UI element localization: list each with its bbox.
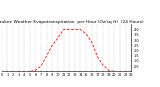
Title: Milwaukee Weather Evapotranspiration  per Hour (Oz/sq ft)  (24 Hours): Milwaukee Weather Evapotranspiration per… (0, 20, 144, 24)
